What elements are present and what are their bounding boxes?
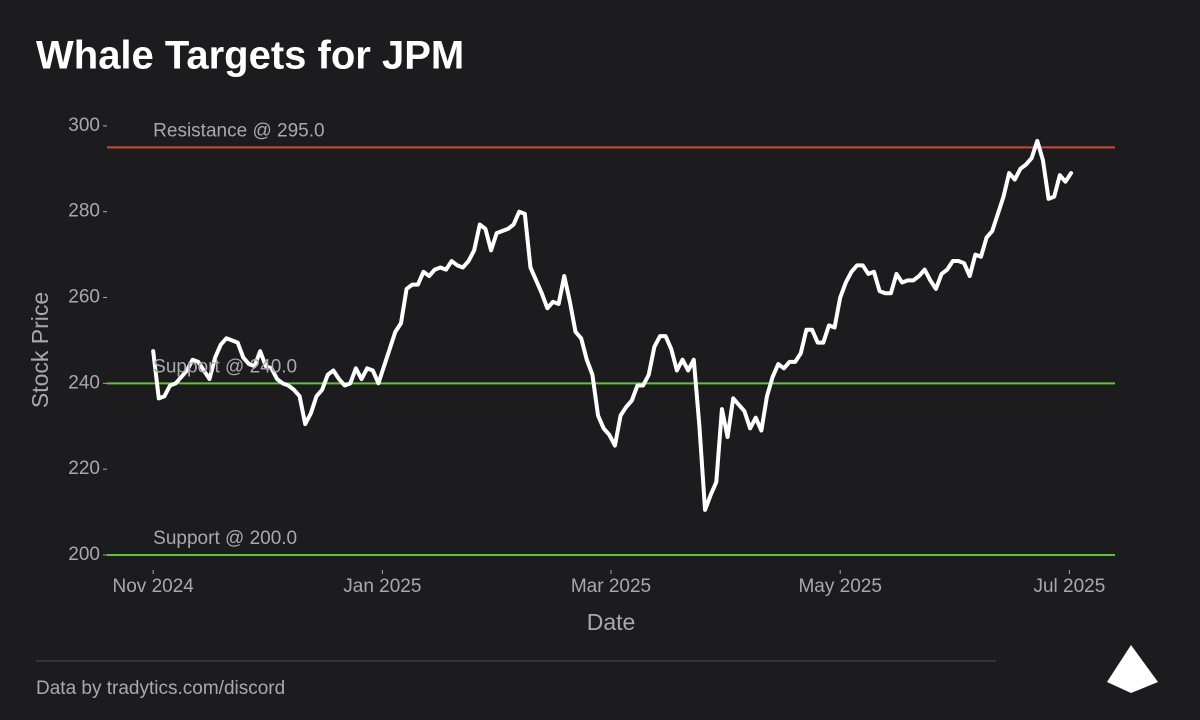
y-tick-label: 260	[68, 287, 100, 308]
x-tick-label: May 2025	[798, 576, 881, 597]
y-axis-label: Stock Price	[27, 292, 53, 408]
y-tick-label: 240	[68, 372, 100, 393]
footer-text: Data by tradytics.com/discord	[36, 678, 285, 699]
x-tick-label: Mar 2025	[571, 576, 651, 597]
level-label: Resistance @ 295.0	[153, 120, 324, 141]
price-line	[151, 138, 1074, 512]
x-tick-label: Nov 2024	[113, 576, 195, 597]
logo	[1107, 645, 1158, 693]
y-tick-label: 280	[68, 201, 100, 222]
y-tick-label: 200	[68, 544, 100, 565]
x-axis-label: Date	[587, 609, 636, 635]
level-label: Support @ 200.0	[153, 528, 297, 549]
level-label: Support @ 240.0	[153, 356, 297, 377]
y-tick-label: 300	[68, 115, 100, 136]
x-tick-label: Jan 2025	[343, 576, 421, 597]
x-tick-label: Jul 2025	[1033, 576, 1105, 597]
y-tick-label: 220	[68, 458, 100, 479]
chart-title: Whale Targets for JPM	[36, 34, 464, 78]
